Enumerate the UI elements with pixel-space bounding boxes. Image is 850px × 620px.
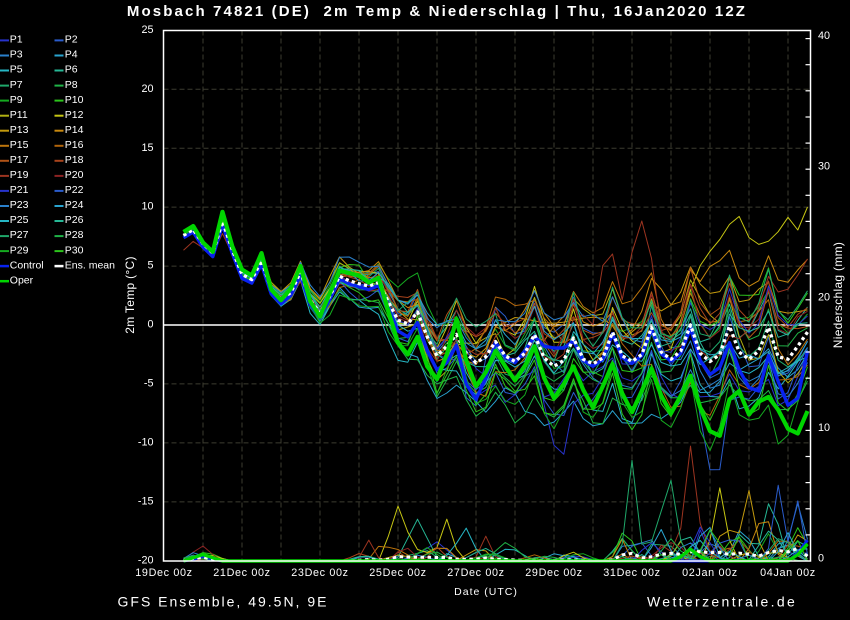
svg-text:P10: P10 [65, 94, 84, 106]
svg-text:P18: P18 [65, 154, 84, 166]
svg-text:10: 10 [818, 422, 830, 434]
svg-text:10: 10 [141, 201, 153, 213]
svg-text:Control: Control [10, 259, 44, 271]
svg-text:20: 20 [141, 83, 153, 95]
svg-text:P23: P23 [10, 199, 29, 211]
svg-text:P14: P14 [65, 124, 84, 136]
svg-text:-5: -5 [144, 378, 154, 390]
svg-text:2m Temp (°C): 2m Temp (°C) [123, 256, 137, 334]
svg-text:P25: P25 [10, 214, 29, 226]
svg-text:P26: P26 [65, 214, 84, 226]
svg-text:P30: P30 [65, 244, 84, 256]
svg-text:21Dec 00z: 21Dec 00z [213, 567, 270, 579]
svg-text:-20: -20 [138, 554, 154, 566]
svg-text:5: 5 [147, 260, 153, 272]
svg-text:30: 30 [818, 161, 830, 173]
svg-text:P2: P2 [65, 34, 78, 46]
svg-text:P29: P29 [10, 244, 29, 256]
svg-text:P9: P9 [10, 94, 23, 106]
svg-text:31Dec 00z: 31Dec 00z [603, 567, 660, 579]
svg-text:23Dec 00z: 23Dec 00z [291, 567, 348, 579]
svg-text:P3: P3 [10, 49, 23, 61]
svg-text:0: 0 [147, 319, 153, 331]
svg-text:GFS Ensemble, 49.5N, 9E: GFS Ensemble, 49.5N, 9E [118, 594, 329, 610]
svg-text:P13: P13 [10, 124, 29, 136]
svg-text:P27: P27 [10, 229, 29, 241]
svg-text:20: 20 [818, 291, 830, 303]
svg-text:25Dec 00z: 25Dec 00z [369, 567, 426, 579]
svg-text:P28: P28 [65, 229, 84, 241]
svg-text:P15: P15 [10, 139, 29, 151]
svg-text:Ens. mean: Ens. mean [65, 259, 115, 271]
svg-text:P24: P24 [65, 199, 84, 211]
svg-text:29Dec 00z: 29Dec 00z [525, 567, 582, 579]
svg-text:P6: P6 [65, 64, 78, 76]
svg-text:Date (UTC): Date (UTC) [454, 586, 518, 598]
svg-text:Wetterzentrale.de: Wetterzentrale.de [647, 594, 797, 610]
svg-text:40: 40 [818, 30, 830, 42]
svg-text:Mosbach 74821 (DE) 2m Temp &: Mosbach 74821 (DE) 2m Temp & Niederschla… [127, 3, 747, 20]
svg-text:15: 15 [141, 142, 153, 154]
svg-text:Oper: Oper [10, 274, 34, 286]
svg-text:19Dec 00z: 19Dec 00z [135, 567, 192, 579]
svg-text:Niederschlag (mm): Niederschlag (mm) [831, 242, 845, 348]
svg-text:P22: P22 [65, 184, 84, 196]
svg-text:P16: P16 [65, 139, 84, 151]
svg-text:02Jan 00z: 02Jan 00z [682, 567, 738, 579]
svg-text:P17: P17 [10, 154, 29, 166]
svg-text:P19: P19 [10, 169, 29, 181]
svg-text:P21: P21 [10, 184, 29, 196]
svg-text:27Dec 00z: 27Dec 00z [447, 567, 504, 579]
svg-text:25: 25 [141, 24, 153, 36]
svg-text:P7: P7 [10, 79, 23, 91]
svg-text:P4: P4 [65, 49, 78, 61]
svg-text:P20: P20 [65, 169, 84, 181]
svg-text:P5: P5 [10, 64, 23, 76]
svg-text:-10: -10 [138, 437, 154, 449]
svg-text:P12: P12 [65, 109, 84, 121]
svg-text:P8: P8 [65, 79, 78, 91]
svg-text:0: 0 [818, 553, 824, 565]
svg-text:P1: P1 [10, 34, 23, 46]
svg-text:04Jan 00z: 04Jan 00z [760, 567, 816, 579]
svg-text:P11: P11 [10, 109, 28, 121]
svg-text:-15: -15 [138, 496, 154, 508]
